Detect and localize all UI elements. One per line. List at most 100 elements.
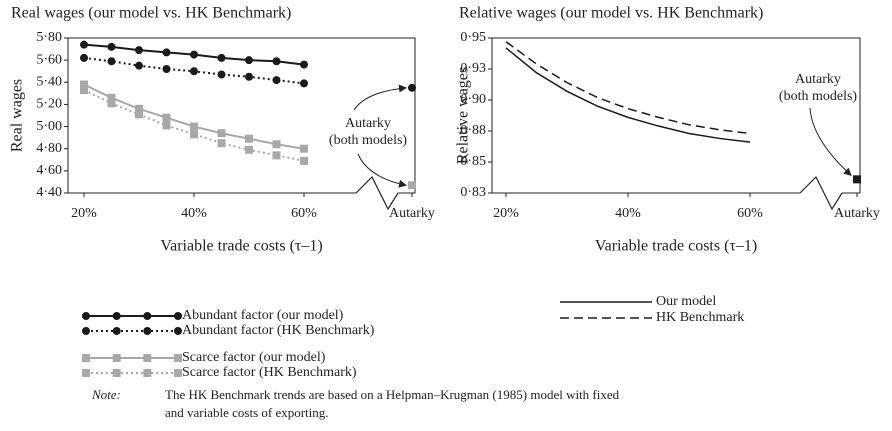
annotation: Autarky [795,72,841,87]
marker [82,327,90,335]
x-tick-label: 20% [71,206,97,221]
marker [190,130,198,139]
marker [853,175,861,184]
marker [245,72,253,81]
y-tick-label: 0·83 [460,185,486,200]
arrow [357,153,407,188]
marker [190,50,198,59]
axis-break [355,175,399,211]
marker [300,79,308,88]
marker [80,53,88,62]
marker [174,312,182,320]
marker [143,312,152,320]
marker [107,57,116,66]
marker [135,110,143,119]
marker [82,354,90,362]
marker [272,140,281,149]
x-tick-label: Autarky [389,206,435,221]
marker [80,86,88,95]
marker [135,61,143,70]
legend-label: Our model [656,294,716,309]
line [83,89,305,162]
x-axis-label: Variable trade costs (τ–1) [160,238,322,255]
marker [80,40,88,49]
marker [272,151,281,160]
marker [112,354,121,362]
legend-label: HK Benchmark [656,310,744,325]
marker [217,139,226,148]
note-line: and variable costs of exporting. [165,405,329,420]
marker [112,369,121,377]
x-tick-label: Autarky [834,206,880,221]
marker [174,327,182,335]
annotation: (both models) [329,133,407,148]
note-label: Note: [91,387,121,402]
y-axis-label: Real wages [9,79,26,152]
marker [300,156,308,165]
line [83,83,305,150]
y-tick-label: 0·95 [460,30,486,45]
legend-label: Scarce factor (our model) [182,350,326,365]
marker [162,121,171,130]
marker [272,57,281,66]
marker [107,42,116,51]
y-tick-label: 0·90 [460,92,486,107]
marker [245,134,253,143]
y-tick-label: 4·60 [36,163,62,178]
x-tick-label: 20% [493,206,519,221]
marker [408,83,416,92]
y-tick-label: 4·40 [36,185,62,200]
y-tick-label: 5·20 [36,97,62,112]
marker [190,122,198,131]
axis-frame [491,37,861,194]
marker [300,144,308,153]
marker [408,181,416,190]
y-tick-label: 5·80 [36,30,62,45]
note-line: The HK Benchmark trends are based on a H… [165,387,620,402]
marker [174,369,182,377]
marker [107,99,116,108]
y-tick-label: 4·80 [36,141,62,156]
marker [174,354,182,362]
marker [82,369,90,377]
legend-label: Abundant factor (HK Benchmark) [182,323,375,338]
annotation: (both models) [779,89,857,104]
marker [245,145,253,154]
marker [143,354,152,362]
marker [190,67,198,76]
marker [112,312,121,320]
marker [135,104,143,113]
x-tick-label: 40% [181,206,207,221]
marker [82,312,90,320]
marker [300,60,308,69]
marker [217,70,226,79]
y-tick-label: 0·88 [460,123,486,138]
y-axis-label: Relative wages [455,67,472,164]
legend-label: Scarce factor (HK Benchmark) [182,365,357,380]
line [505,41,751,135]
x-tick-label: 60% [291,206,317,221]
y-tick-label: 5·60 [36,52,62,67]
x-axis-label: Variable trade costs (τ–1) [595,238,757,255]
marker [245,56,253,65]
arrow [353,84,407,111]
y-tick-label: 0·93 [460,61,486,76]
line [505,47,751,143]
marker [272,76,281,85]
marker [107,93,116,102]
marker [135,46,143,55]
marker [162,48,171,57]
arrow [809,107,852,177]
x-tick-label: 40% [615,206,641,221]
marker [112,327,121,335]
axis-break [799,175,843,211]
y-tick-label: 5·40 [36,75,62,90]
chart-title: Real wages (our model vs. HK Benchmark) [11,5,291,22]
y-tick-label: 5·00 [36,119,62,134]
marker [143,327,152,335]
annotation: Autarky [345,116,391,131]
legend-label: Abundant factor (our model) [182,308,344,323]
y-tick-label: 0·85 [460,154,486,169]
marker [162,65,171,73]
marker [162,113,171,122]
